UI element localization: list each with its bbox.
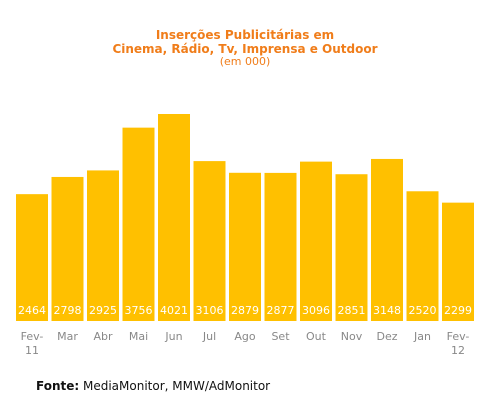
x-tick-label-8: Out [306,330,327,343]
bar-value-label-5: 3106 [196,304,224,317]
bar-value-label-8: 3096 [302,304,330,317]
bar-4 [158,114,190,321]
bar-11 [406,191,439,321]
x-tick-label-3: Mai [129,330,148,343]
bar-0 [16,194,48,321]
x-tick-label-5: Jul [202,330,216,343]
bar-9 [335,174,368,321]
bar-value-label-2: 2925 [89,304,117,317]
chart-title-line2: Cinema, Rádio, Tv, Imprensa e Outdoor [112,42,378,56]
bar-10 [371,158,403,321]
bar-7 [264,172,297,321]
x-tick-label-10: Dez [376,330,397,343]
chart-title-line1: Inserções Publicitárias em [155,28,335,42]
bar-value-label-9: 2851 [338,304,366,317]
bar-8 [300,161,332,321]
bar-value-label-11: 2520 [409,304,437,317]
bar-1 [51,176,84,321]
x-tick-label-7: Set [271,330,290,343]
x-tick-label-6: Ago [234,330,256,343]
x-tick-label-1: Mar [57,330,78,343]
bar-value-label-10: 3148 [373,304,401,317]
x-tick-label-11: Jan [413,330,431,343]
bar-value-label-0: 2464 [18,304,46,317]
bar-value-label-7: 2877 [267,304,295,317]
bar-value-label-4: 4021 [160,304,188,317]
source-label: Fonte: [36,379,80,393]
x-tick-label-12-1: 12 [451,344,465,357]
bar-2 [87,170,119,321]
x-tick-label-0-0: Fev- [21,330,44,343]
x-tick-label-0-1: 11 [25,344,39,357]
x-tick-label-2: Abr [93,330,113,343]
bar-value-label-12: 2299 [444,304,472,317]
source-note: Fonte: MediaMonitor, MMW/AdMonitor [36,379,270,393]
bar-value-label-6: 2879 [231,304,259,317]
bar-chart: 2464Fev-112798Mar2925Abr3756Mai4021Jun31… [16,114,474,357]
x-tick-label-9: Nov [341,330,363,343]
bar-12 [442,202,474,321]
chart-subtitle: (em 000) [219,55,271,68]
bar-5 [193,161,226,321]
x-tick-label-12-0: Fev- [447,330,470,343]
bar-3 [122,127,155,322]
source-text: MediaMonitor, MMW/AdMonitor [79,379,271,393]
x-tick-label-4: Jun [164,330,182,343]
bar-value-label-1: 2798 [54,304,82,317]
bar-value-label-3: 3756 [125,304,153,317]
bar-6 [229,172,261,321]
